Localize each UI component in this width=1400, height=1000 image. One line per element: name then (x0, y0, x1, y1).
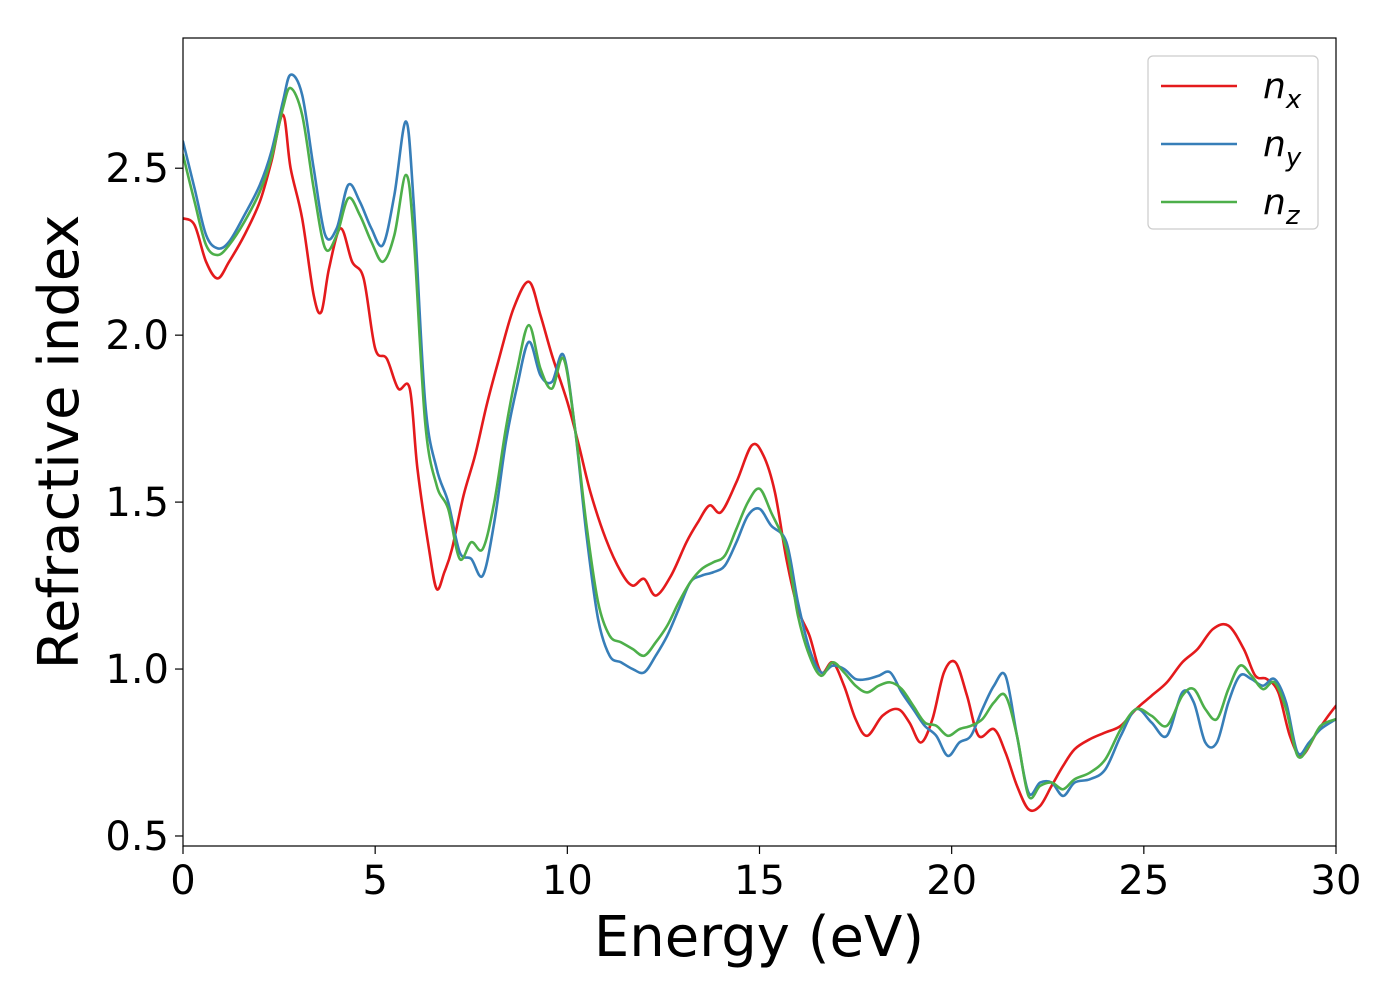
legend-box (1147, 55, 1319, 230)
series-layer (183, 73, 1336, 813)
x-tick-label: 20 (926, 858, 977, 904)
y-tick-label: 0.5 (105, 814, 169, 860)
legend-label-nz: nz (1263, 182, 1301, 231)
x-tick-label: 0 (170, 858, 195, 904)
y-tick-label: 2.5 (105, 146, 169, 192)
x-axis-ticks: 0 5 10 15 20 25 30 (170, 846, 1361, 904)
x-tick-label: 15 (734, 858, 785, 904)
series-line-nz (183, 86, 1336, 800)
series-line-ny (183, 73, 1336, 798)
y-tick-label: 1.0 (105, 647, 169, 693)
y-tick-label: 2.0 (105, 313, 169, 359)
x-tick-label: 10 (542, 858, 593, 904)
y-tick-label: 1.5 (105, 480, 169, 526)
legend-label-ny: ny (1263, 124, 1302, 173)
x-tick-label: 30 (1311, 858, 1362, 904)
y-axis-title: Refractive index (27, 215, 92, 670)
x-tick-label: 5 (362, 858, 387, 904)
legend: nx ny nz (1147, 55, 1319, 231)
y-axis-ticks: 0.5 1.0 1.5 2.0 2.5 (105, 146, 183, 860)
legend-label-nx: nx (1263, 66, 1302, 115)
x-axis-title: Energy (eV) (594, 905, 924, 970)
x-tick-label: 25 (1118, 858, 1169, 904)
